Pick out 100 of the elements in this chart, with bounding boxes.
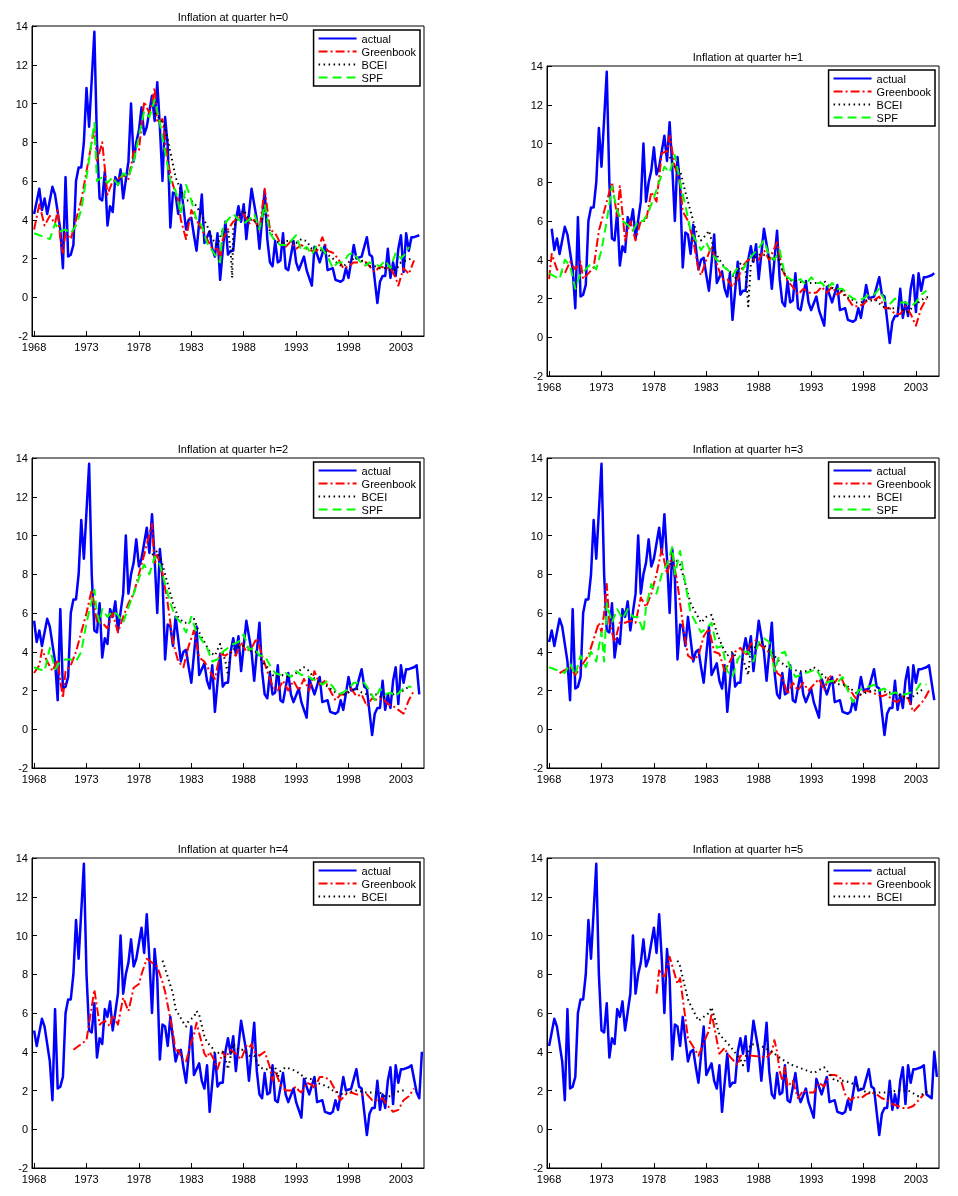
legend-label: actual xyxy=(876,864,906,877)
x-tick-label: 1978 xyxy=(126,340,152,353)
x-tick-label: 1998 xyxy=(851,772,876,785)
x-tick-label: 1973 xyxy=(74,1172,99,1185)
line-series xyxy=(32,862,424,1137)
legend-label: actual xyxy=(876,72,906,85)
y-tick-label: -2 xyxy=(533,762,543,774)
y-tick-label: 12 xyxy=(15,890,28,903)
y-tick-label: -2 xyxy=(533,370,543,382)
x-tick-label: 1998 xyxy=(851,380,876,393)
x-tick-label: 2003 xyxy=(903,380,929,393)
x-tick-label: 1993 xyxy=(798,772,824,785)
line-series xyxy=(32,462,421,737)
y-tick-label: 8 xyxy=(21,968,28,981)
x-tick-label: 1968 xyxy=(21,772,47,785)
legend-label: Greenbook xyxy=(876,477,932,490)
x-tick-label: 1983 xyxy=(179,772,204,785)
x-tick-label: 1973 xyxy=(74,340,99,353)
line-series xyxy=(153,112,413,279)
x-tick-label: 1983 xyxy=(179,1172,204,1185)
y-tick-label: -2 xyxy=(18,1162,28,1174)
y-tick-label: 2 xyxy=(536,684,543,697)
line-series xyxy=(547,462,936,737)
x-tick-label: 2003 xyxy=(903,1172,929,1185)
y-tick-label: 4 xyxy=(21,213,28,226)
y-tick-label: 4 xyxy=(536,253,543,266)
x-tick-label: 1993 xyxy=(283,340,309,353)
x-tick-label: 1998 xyxy=(336,340,361,353)
y-tick-label: 0 xyxy=(21,723,28,736)
y-tick-label: 12 xyxy=(530,490,543,503)
line-series xyxy=(655,955,925,1109)
y-tick-label: 6 xyxy=(536,215,543,227)
y-tick-label: 8 xyxy=(21,568,28,581)
x-tick-label: 1983 xyxy=(694,772,719,785)
legend-label: SPF xyxy=(361,503,384,516)
x-tick-label: 1988 xyxy=(231,1172,256,1185)
x-tick-label: 1998 xyxy=(336,1172,361,1185)
legend-label: SPF xyxy=(876,503,899,516)
line-series xyxy=(72,957,416,1113)
y-tick-label: 8 xyxy=(536,568,543,581)
y-tick-label: 10 xyxy=(530,137,543,150)
y-tick-label: 12 xyxy=(15,58,28,71)
y-tick-label: 4 xyxy=(21,1045,28,1058)
x-tick-label: 1978 xyxy=(641,772,667,785)
legend-label: actual xyxy=(361,864,391,877)
legend-label: actual xyxy=(361,464,391,477)
y-tick-label: 6 xyxy=(21,175,28,187)
y-tick-label: 10 xyxy=(530,529,543,542)
y-tick-label: 0 xyxy=(536,723,543,736)
y-tick-label: 0 xyxy=(21,291,28,304)
x-tick-label: 1973 xyxy=(589,380,614,393)
line-series xyxy=(33,555,413,702)
x-tick-label: 1968 xyxy=(536,1172,562,1185)
y-tick-label: 14 xyxy=(15,852,28,864)
chart-title: Inflation at quarter h=3 xyxy=(692,442,804,455)
chart-title: Inflation at quarter h=4 xyxy=(177,842,289,855)
line-series xyxy=(668,156,931,314)
y-tick-label: 10 xyxy=(15,529,28,542)
x-tick-label: 1993 xyxy=(798,1172,824,1185)
legend-label: BCEI xyxy=(361,58,388,71)
y-tick-label: 14 xyxy=(15,20,28,32)
y-tick-label: 8 xyxy=(536,968,543,981)
x-tick-label: 2003 xyxy=(388,340,414,353)
legend-label: BCEI xyxy=(876,490,903,503)
chart-title: Inflation at quarter h=1 xyxy=(692,50,804,63)
x-tick-label: 1983 xyxy=(694,380,719,393)
x-tick-label: 1978 xyxy=(641,380,667,393)
legend-label: Greenbook xyxy=(361,477,417,490)
y-tick-label: 12 xyxy=(15,490,28,503)
y-tick-label: 8 xyxy=(536,176,543,189)
y-tick-label: 8 xyxy=(21,136,28,149)
legend-label: BCEI xyxy=(361,490,388,503)
x-tick-label: 1973 xyxy=(589,1172,614,1185)
x-tick-label: 1968 xyxy=(21,340,47,353)
legend-label: Greenbook xyxy=(361,877,417,890)
y-tick-label: 6 xyxy=(21,607,28,619)
x-tick-label: 1978 xyxy=(126,772,152,785)
line-series xyxy=(548,154,928,308)
y-tick-label: 14 xyxy=(530,60,543,72)
y-tick-label: 4 xyxy=(21,645,28,658)
x-tick-label: 1993 xyxy=(283,772,309,785)
chart-title: Inflation at quarter h=5 xyxy=(692,842,804,855)
x-tick-label: 1968 xyxy=(21,1172,47,1185)
legend-label: Greenbook xyxy=(361,45,417,58)
y-tick-label: 12 xyxy=(530,890,543,903)
legend-label: actual xyxy=(876,464,906,477)
y-tick-label: -2 xyxy=(18,762,28,774)
x-tick-label: 1978 xyxy=(641,1172,667,1185)
y-tick-label: 10 xyxy=(15,97,28,110)
line-series xyxy=(33,522,416,715)
y-tick-label: 4 xyxy=(536,645,543,658)
x-tick-label: 1988 xyxy=(746,380,771,393)
y-tick-label: 6 xyxy=(536,607,543,619)
x-tick-label: 1988 xyxy=(231,340,256,353)
y-tick-label: 10 xyxy=(530,929,543,942)
line-series xyxy=(151,550,410,700)
x-tick-label: 1973 xyxy=(589,772,614,785)
y-tick-label: 2 xyxy=(21,684,28,697)
y-tick-label: 0 xyxy=(536,1123,543,1136)
x-tick-label: 2003 xyxy=(388,1172,414,1185)
